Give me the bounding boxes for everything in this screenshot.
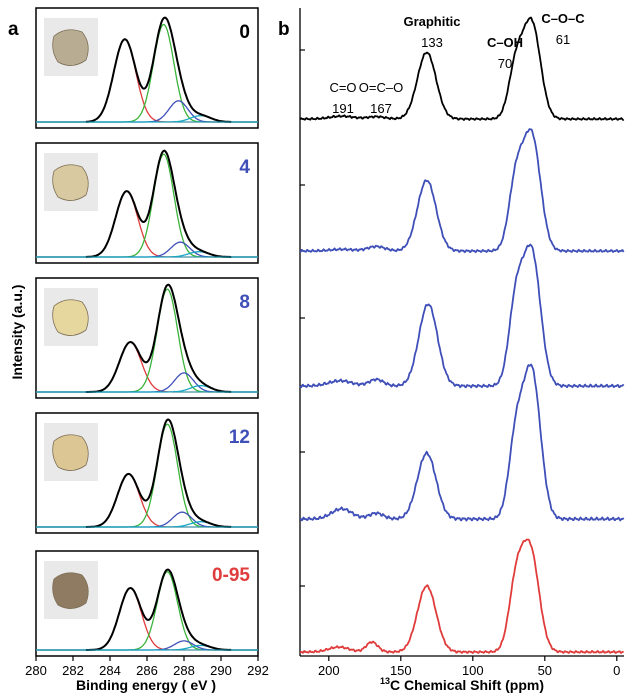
nmr-spectrum <box>299 243 625 389</box>
nmr-x-tick-label: 200 <box>318 663 340 678</box>
xps-envelope-curve <box>85 16 232 123</box>
nmr-x-axis-title: 13C Chemical Shift (ppm) <box>380 676 544 693</box>
xps-x-tick-label: 282 <box>62 663 84 678</box>
panel-letter-a: a <box>8 19 19 40</box>
sample-photo <box>44 18 98 76</box>
nmr-x-tick-label: 50 <box>538 663 552 678</box>
xps-x-tick-label: 292 <box>247 663 269 678</box>
nmr-x-axis: 200 150 100 50 0 <box>318 656 620 678</box>
peak-value-c-o-c: 61 <box>556 32 570 47</box>
sample-photo <box>44 561 98 619</box>
peak-label-o-c-o: O=C–O <box>359 80 403 95</box>
peak-value-o-c-o: 167 <box>370 101 392 116</box>
peak-value-c-eq-o: 191 <box>332 101 354 116</box>
nmr-spectrum <box>299 538 624 655</box>
xps-x-axis-title: Binding energy ( eV ) <box>76 677 216 693</box>
sample-label: 0 <box>239 22 250 43</box>
sample-photo <box>44 423 98 481</box>
sample-label: 4 <box>239 157 250 178</box>
peak-label-c-oh: C–OH <box>487 35 523 50</box>
panel-letter-b: b <box>278 19 290 40</box>
xps-subplot-frame <box>35 142 259 264</box>
xps-y-axis-title: Intensity (a.u.) <box>9 285 25 380</box>
xps-envelope-curve <box>85 568 232 651</box>
nmr-panel: 200 150 100 50 0 Graphitic 133 C–OH 70 C–O–C… <box>299 8 625 693</box>
nmr-spectrum <box>299 16 625 122</box>
nmr-spectrum <box>299 363 625 522</box>
xps-subplot-frame <box>35 277 259 399</box>
nmr-spectrum <box>299 128 625 254</box>
peak-label-c-o-c: C–O–C <box>541 11 585 26</box>
xps-x-tick-label: 286 <box>136 663 158 678</box>
sample-label: 0-95 <box>212 565 250 586</box>
xps-component-curve <box>36 341 258 393</box>
xps-component-curve <box>36 640 258 651</box>
xps-envelope-curve <box>85 418 232 528</box>
nmr-x-tick-label: 100 <box>462 663 484 678</box>
sample-photo <box>44 288 98 346</box>
xps-envelope-curve <box>85 283 232 393</box>
nmr-y-ticks <box>300 49 305 653</box>
xps-x-tick-label: 288 <box>173 663 195 678</box>
xps-x-tick-label: 284 <box>99 663 121 678</box>
xps-subplot-frame <box>35 7 259 129</box>
peak-value-c-oh: 70 <box>498 56 512 71</box>
nmr-x-tick-label: 150 <box>390 663 412 678</box>
nmr-x-tick-label: 0 <box>613 663 620 678</box>
xps-subplot-frame <box>35 412 259 534</box>
xps-panel: 0 4 8 12 0-95 280 282 284 286 288 290 292 Intensit… <box>9 7 269 693</box>
xps-envelope-curve <box>85 149 232 258</box>
peak-label-c-eq-o: C=O <box>329 80 356 95</box>
xps-x-tick-label: 290 <box>210 663 232 678</box>
peak-value-graphitic: 133 <box>421 35 443 50</box>
peak-label-graphitic: Graphitic <box>403 14 460 29</box>
xps-x-axis: 280 282 284 286 288 290 292 <box>25 656 269 678</box>
sample-photo <box>44 153 98 211</box>
xps-x-tick-label: 280 <box>25 663 47 678</box>
sample-label: 12 <box>229 427 250 448</box>
sample-label: 8 <box>239 292 250 313</box>
